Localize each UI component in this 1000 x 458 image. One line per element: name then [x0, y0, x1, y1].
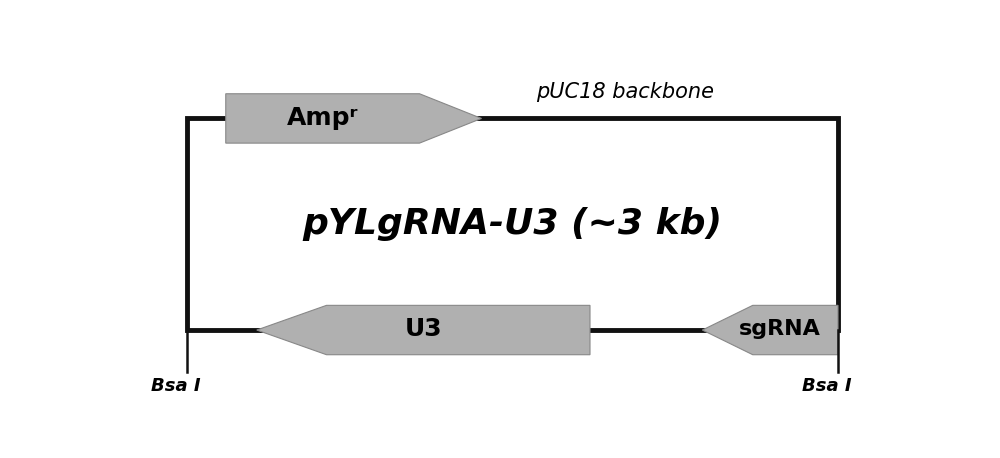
FancyArrow shape: [226, 94, 482, 143]
FancyArrow shape: [702, 305, 838, 354]
Text: sgRNA: sgRNA: [739, 319, 821, 339]
Text: Ampʳ: Ampʳ: [287, 106, 358, 130]
Text: Bsa I: Bsa I: [802, 377, 851, 395]
Bar: [187, 119, 838, 330]
Text: U3: U3: [405, 317, 442, 341]
Text: pUC18 backbone: pUC18 backbone: [536, 82, 714, 102]
Text: Bsa I: Bsa I: [151, 377, 200, 395]
FancyArrow shape: [257, 305, 590, 354]
Text: pYLgRNA-U3 (~3 kb): pYLgRNA-U3 (~3 kb): [302, 207, 722, 241]
